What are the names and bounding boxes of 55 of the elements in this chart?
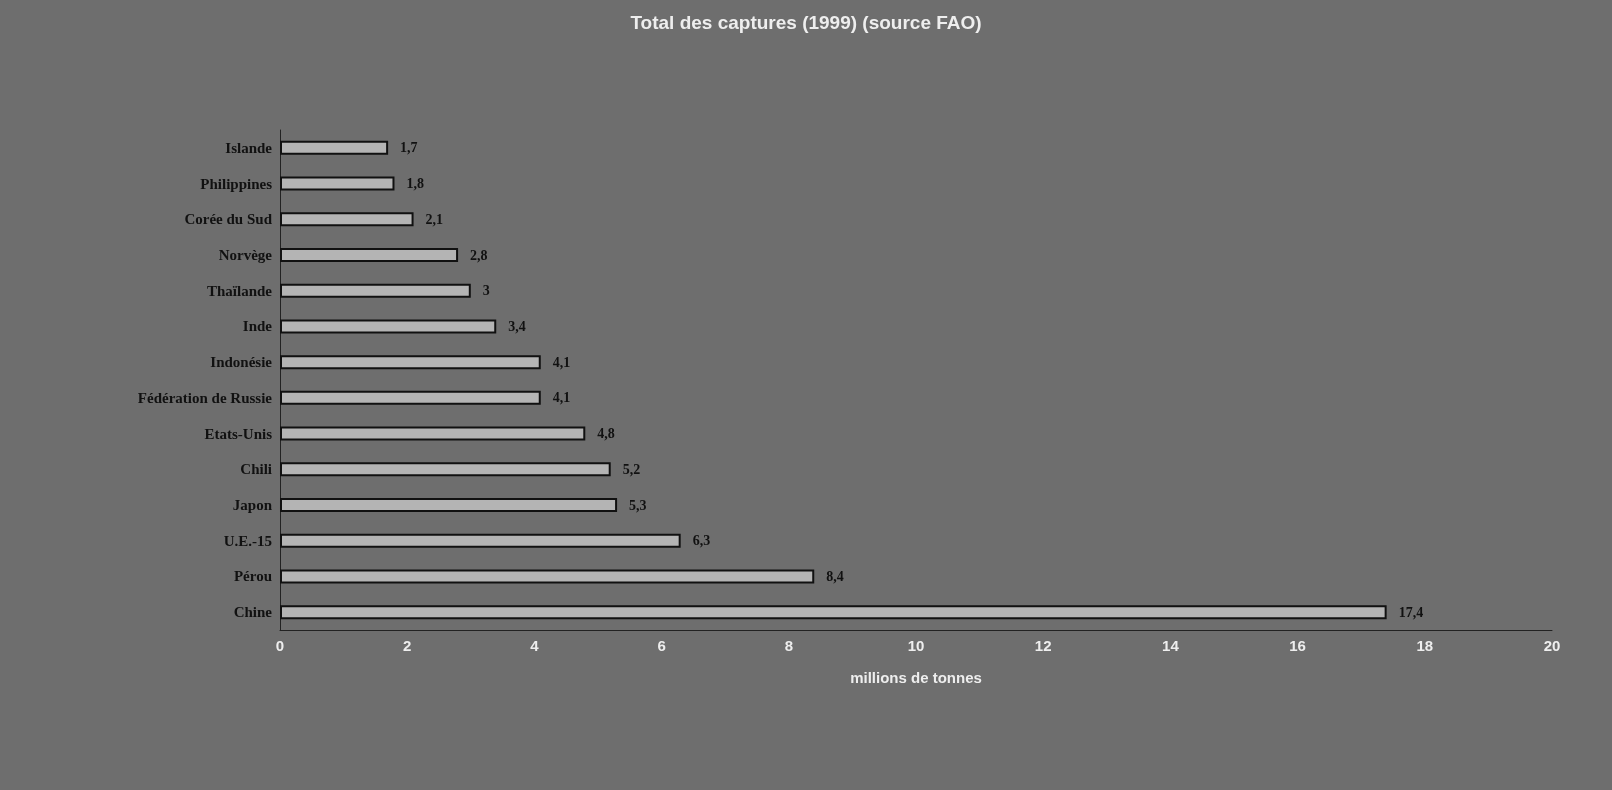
- y-tick-label: Chili: [240, 461, 272, 478]
- y-tick-label: U.E.-15: [223, 532, 272, 549]
- bar: [280, 462, 611, 477]
- x-tick-label: 4: [530, 637, 540, 654]
- data-label: 4,1: [552, 390, 571, 406]
- x-tick-label: 20: [1543, 637, 1561, 654]
- x-axis-title: millions de tonnes: [850, 669, 982, 686]
- y-tick-label: Pérou: [233, 568, 272, 585]
- bar: [280, 390, 541, 405]
- data-label: 4,1: [552, 354, 571, 370]
- x-tick-label: 14: [1162, 637, 1180, 654]
- bar: [280, 140, 389, 155]
- bar: [280, 319, 497, 334]
- bar: [280, 248, 459, 262]
- y-tick-label: Indonésie: [210, 354, 273, 371]
- chart-title: Total des captures (1999) (source FAO): [630, 12, 982, 33]
- data-label: 6,3: [692, 533, 711, 549]
- data-label: 1,7: [400, 140, 418, 156]
- y-tick-label: Corée du Sud: [184, 211, 273, 228]
- data-label: 17,4: [1398, 604, 1424, 620]
- data-label: 1,8: [406, 176, 424, 192]
- y-tick-label: Thaïlande: [206, 282, 273, 299]
- y-tick-label: Fédération de Russie: [137, 389, 273, 406]
- x-tick-label: 18: [1416, 637, 1434, 654]
- y-tick-label: Etats-Unis: [204, 425, 273, 442]
- y-tick-label: Philippines: [200, 175, 273, 192]
- bar: [280, 355, 541, 370]
- y-tick-label: Japon: [232, 497, 273, 513]
- x-tick-label: 8: [784, 637, 793, 654]
- x-tick-label: 16: [1289, 637, 1306, 654]
- y-tick-label: Norvège: [218, 247, 273, 263]
- bar: [280, 176, 395, 191]
- x-tick-label: 6: [657, 637, 666, 654]
- bar: [280, 533, 681, 548]
- x-tick-label: 0: [275, 637, 285, 654]
- bar: [280, 605, 1387, 620]
- data-label: 2,1: [425, 211, 444, 227]
- x-tick-label: 12: [1034, 637, 1052, 654]
- data-label: 5,3: [629, 497, 647, 513]
- y-tick-label: Chine: [233, 604, 273, 621]
- data-label: 3,4: [508, 318, 526, 334]
- data-label: 8,4: [826, 568, 844, 584]
- data-label: 4,8: [597, 426, 615, 442]
- bar: [280, 498, 618, 512]
- bar: [280, 212, 414, 227]
- data-label: 3: [482, 283, 490, 299]
- data-label: 5,2: [622, 461, 641, 477]
- y-tick-label: Islande: [225, 139, 273, 156]
- x-tick-label: 10: [907, 637, 925, 654]
- y-tick-label: Inde: [242, 318, 273, 335]
- data-label: 2,8: [470, 247, 488, 263]
- bar: [280, 569, 815, 584]
- x-tick-label: 2: [403, 637, 412, 654]
- bar: [280, 426, 586, 441]
- bar: [280, 283, 471, 298]
